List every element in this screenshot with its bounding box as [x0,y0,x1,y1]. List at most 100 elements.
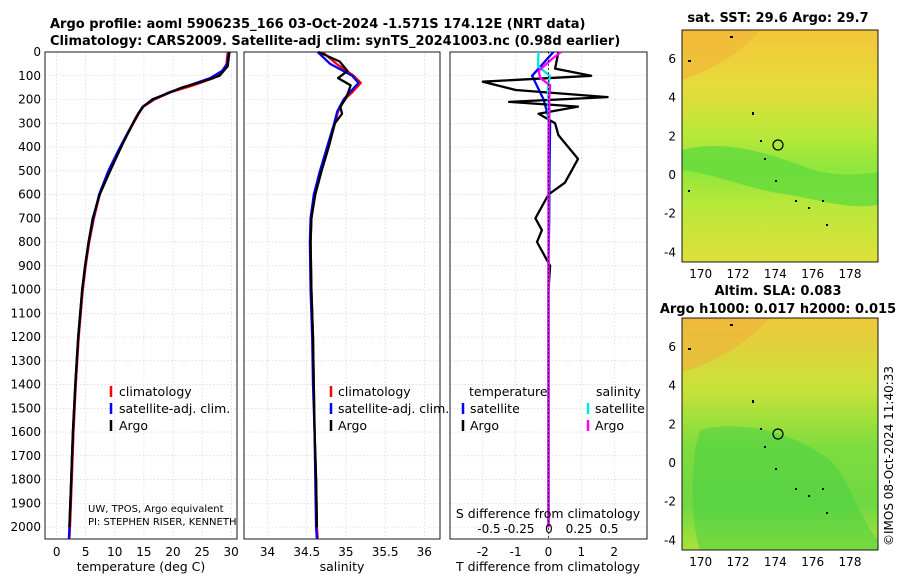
depth-tick-label: 600 [18,188,41,202]
temperature-xlabel: temperature (deg C) [77,559,206,574]
map-lon-tick: 178 [839,267,862,281]
map-lat-tick: -2 [664,495,676,509]
legend-label-s-satellite: satellite [595,401,645,416]
map-lon-tick: 172 [727,267,750,281]
legend-label-t-argo: Argo [470,418,499,433]
x-tick-label: 10 [107,545,122,559]
depth-tick-label: 1000 [10,283,41,297]
legend-label-satellite: satellite-adj. clim. [338,401,449,416]
x-tick-label: 25 [194,545,209,559]
x-tick-label: 35 [338,545,353,559]
depth-tick-label: 1500 [10,401,41,415]
legend-title-temperature: temperature [469,384,548,399]
sla-map-frame [681,317,879,551]
series-line-temperature-argo [481,51,609,528]
x-tick-label: 20 [165,545,180,559]
map-lon-tick: 178 [839,555,862,569]
islands [688,36,828,226]
sla-map: Altim. SLA: 0.083 Argo h1000: 0.017 h200… [660,284,896,569]
depth-tick-label: 1900 [10,496,41,510]
depth-tick-label: 500 [18,164,41,178]
s-tick-label: 0.25 [566,522,593,536]
salinity-xlabel: salinity [320,559,365,574]
s-tick-label: 0 [545,522,553,536]
sst-map: sat. SST: 29.6 Argo: 29.7 170 172 174 176 17… [664,11,879,281]
pi-note: PI: STEPHEN RISER, KENNETH [88,517,236,528]
legend-label-t-satellite: satellite [470,401,520,416]
series-line-climatology [309,51,362,540]
map-lon-tick: 174 [764,267,787,281]
map-lat-tick: -2 [664,207,676,221]
sla-map-title-1: Altim. SLA: 0.083 [715,284,842,299]
header-line-2: Climatology: CARS2009. Satellite-adj cli… [50,34,620,49]
x-tick-label: 0 [53,545,61,559]
series-line-climatology [68,51,229,540]
map-lon-tick: 176 [801,555,824,569]
depth-tick-label: 0 [33,45,41,59]
sst-warm-patch [682,30,760,80]
map-lon-tick: 170 [689,555,712,569]
x-tick-label: 1 [578,545,586,559]
s-tick-label: 0.5 [599,522,618,536]
temperature-panel: 0 5 10 15 20 25 30 0 100 200 300 400 500 600 700 800 90… [10,45,238,574]
depth-tick-label: 1400 [10,378,41,392]
map-lat-tick: 2 [668,417,676,431]
series-line-satellite-adj-clim- [67,51,231,540]
map-lon-tick: 174 [764,555,787,569]
temperature-legend: climatology satellite-adj. clim. Argo [109,384,230,433]
salinity-axes-frame [243,51,441,540]
argo-position-marker [772,139,784,151]
s-tick-label: -0.25 [503,522,534,536]
sst-map-title: sat. SST: 29.6 Argo: 29.7 [687,11,868,26]
map-lat-tick: 0 [668,456,676,470]
map-lon-tick: 170 [689,267,712,281]
x-tick-label: 5 [82,545,90,559]
sla-map-title-2: Argo h1000: 0.017 h2000: 0.015 [660,302,896,317]
x-tick-label: 2 [610,545,618,559]
x-tick-label: -2 [477,545,489,559]
s-difference-label: S difference from climatology [456,506,641,521]
depth-tick-label: 100 [18,69,41,83]
depth-tick-label: 1600 [10,425,41,439]
legend-title-salinity: salinity [596,384,641,399]
depth-tick-label: 1700 [10,449,41,463]
difference-panel: -2 -1 0 1 2 -0.5 -0.25 0 0.25 0.5 S difference f… [449,51,648,574]
legend-label-argo: Argo [119,418,148,433]
map-lat-tick: 0 [668,168,676,182]
map-lat-tick: -4 [664,245,676,259]
depth-tick-label: 400 [18,140,41,154]
legend-label-climatology: climatology [338,384,411,399]
legend-label-climatology: climatology [119,384,192,399]
x-tick-label: 34.5 [293,545,320,559]
sla-low-patch [692,426,878,550]
map-lat-tick: 6 [668,340,676,354]
map-lat-tick: -4 [664,533,676,547]
map-lat-tick: 6 [668,52,676,66]
imos-timestamp: ©IMOS 08-Oct-2024 11:40:33 [882,366,896,546]
map-lat-tick: 4 [668,379,676,393]
argo-position-marker [772,428,784,440]
x-tick-label: 30 [224,545,239,559]
sst-cool-tongue [682,145,878,207]
depth-tick-label: 800 [18,235,41,249]
temperature-axes-frame [44,51,238,540]
depth-tick-label: 200 [18,93,41,107]
depth-tick-label: 1100 [10,306,41,320]
x-tick-label: 36 [417,545,432,559]
x-tick-label: 0 [545,545,553,559]
x-tick-label: 15 [136,545,151,559]
s-tick-label: -0.5 [477,522,500,536]
map-lat-tick: 2 [668,129,676,143]
x-tick-label: 34 [260,545,275,559]
series-line-argo [68,51,231,528]
map-lon-tick: 172 [727,555,750,569]
depth-tick-label: 1300 [10,354,41,368]
salinity-panel: 34 34.5 35 35.5 36 salinity climatology sate… [243,50,449,574]
depth-tick-label: 2000 [10,520,41,534]
x-tick-label: -1 [510,545,522,559]
legend-label-satellite: satellite-adj. clim. [119,401,230,416]
float-note: UW, TPOS, Argo equivalent [88,504,224,515]
salinity-legend: climatology satellite-adj. clim. Argo [329,384,449,433]
t-difference-xlabel: T difference from climatology [455,559,641,574]
